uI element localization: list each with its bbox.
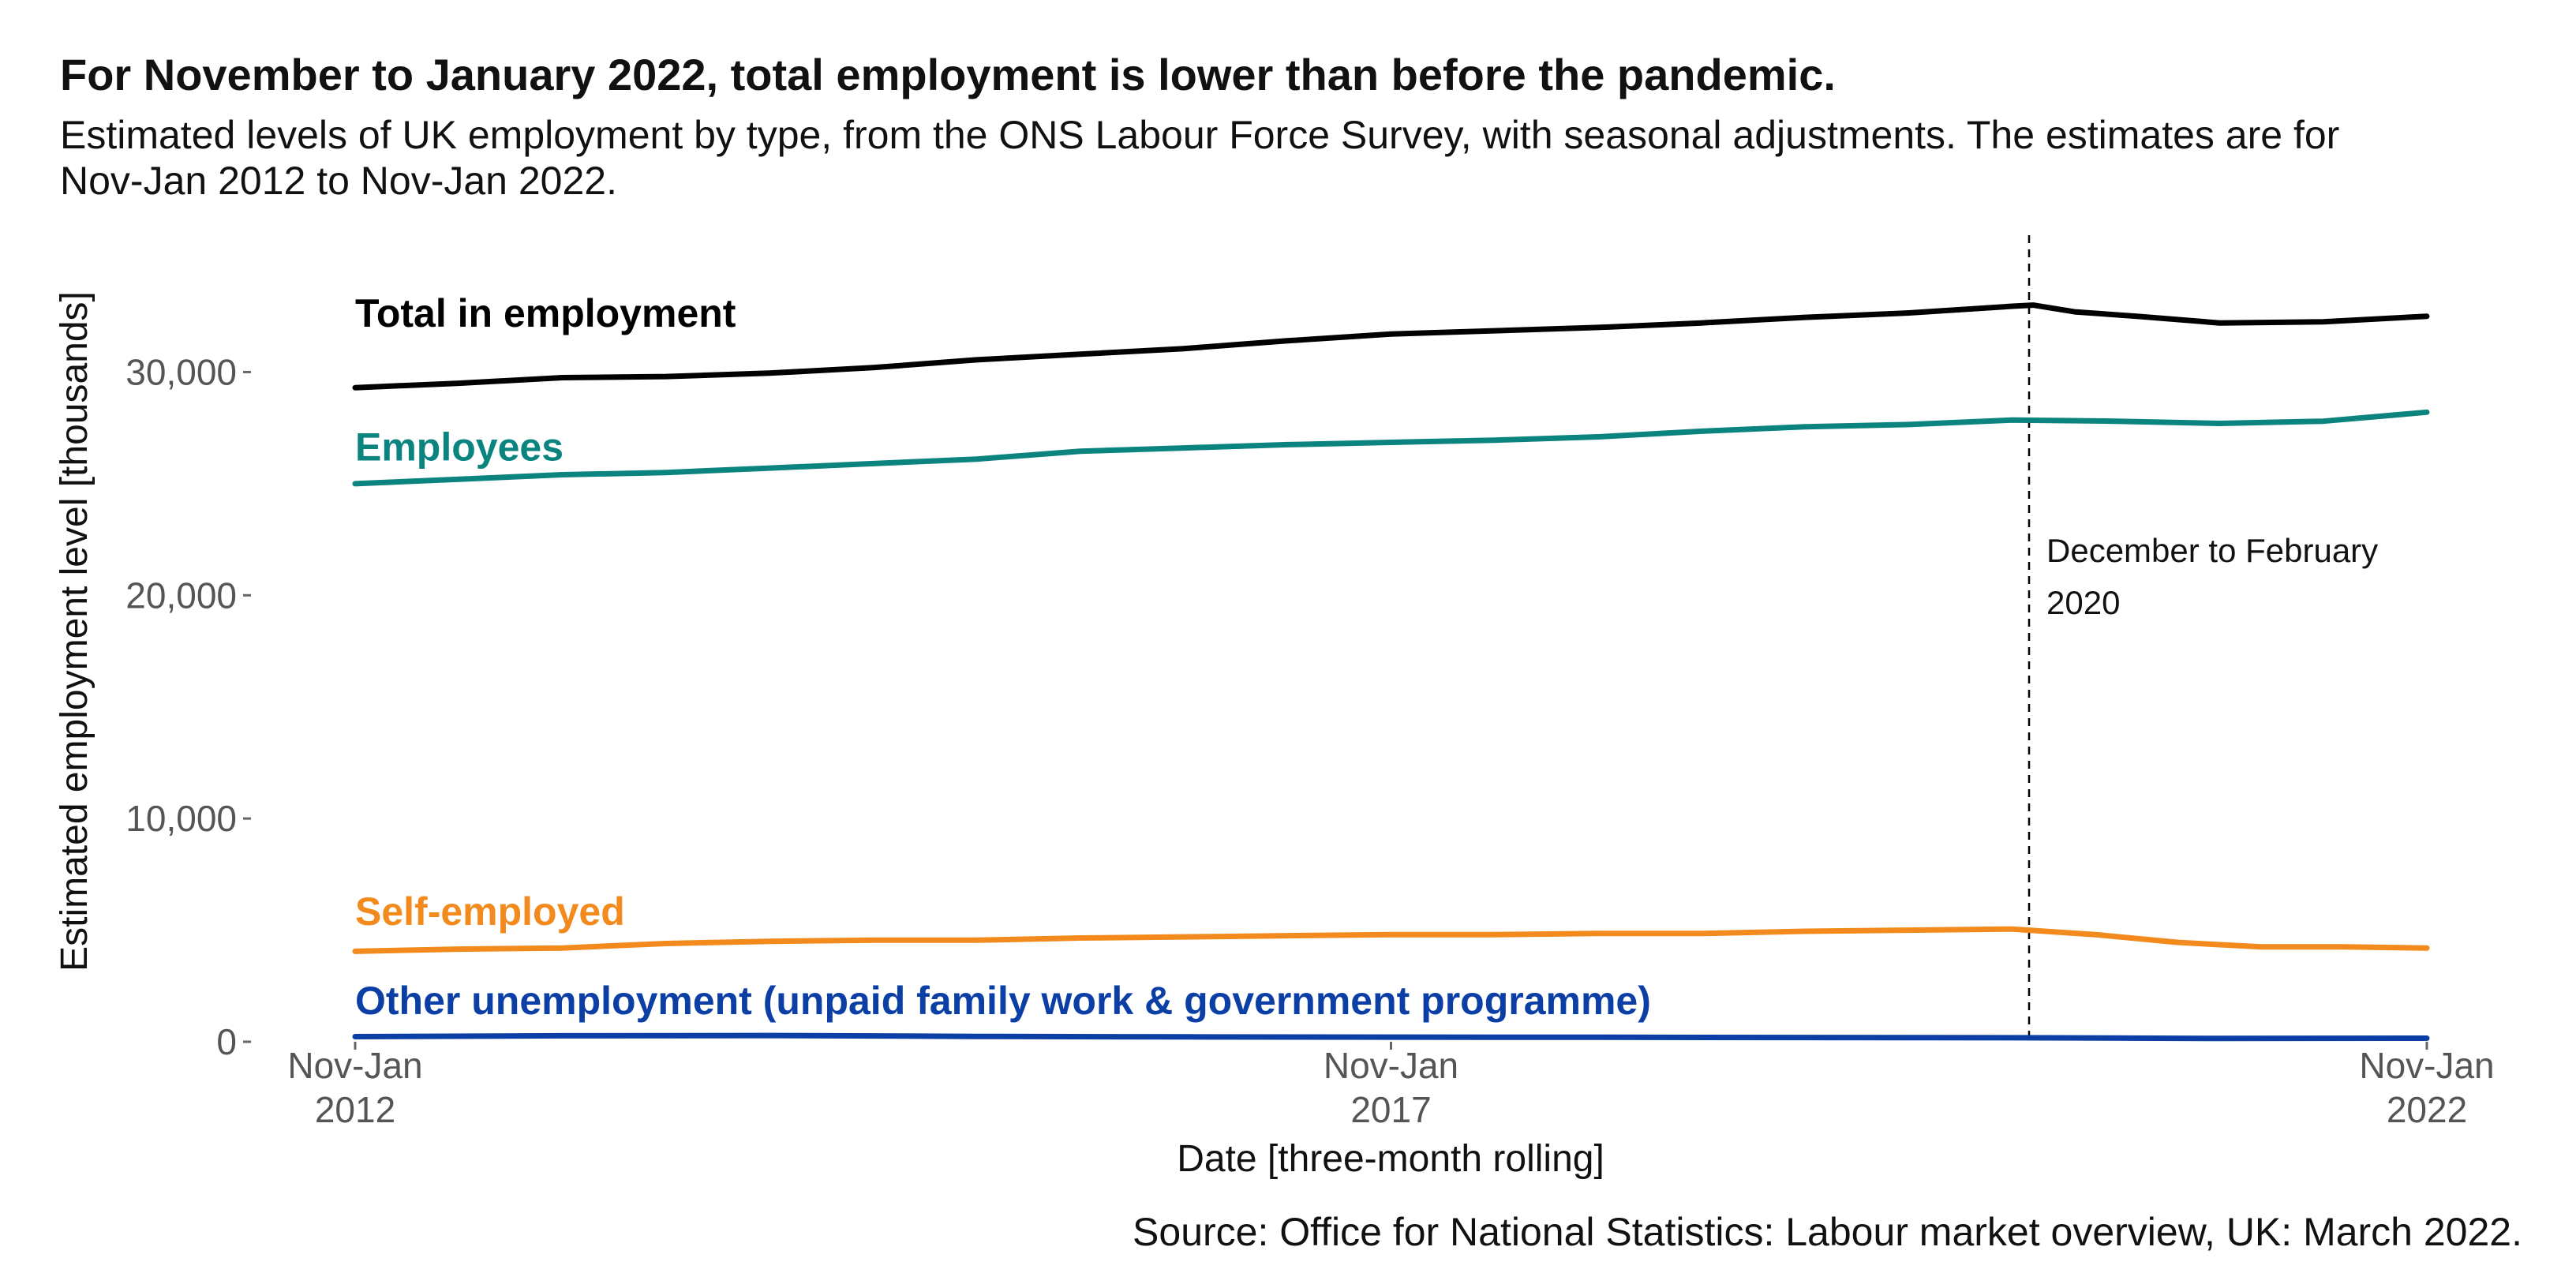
x-tick-label-line1: Nov-Jan xyxy=(1324,1045,1458,1086)
series-line-employees xyxy=(352,409,2430,487)
y-tick-label: 0 xyxy=(216,1021,237,1062)
y-axis-title: Estimated employment level [thousands] xyxy=(54,291,95,972)
x-tick-label-line2: 2017 xyxy=(1350,1089,1431,1130)
series-label: Employees xyxy=(355,425,564,470)
y-tick-label: 10,000 xyxy=(125,798,237,839)
x-axis-title: Date [three-month rolling] xyxy=(1177,1138,1604,1180)
series-labels: Total in employment Employees Self-employe… xyxy=(355,291,1651,1023)
chart-title: For November to January 2022, total empl… xyxy=(60,50,1836,99)
x-tick-label-line1: Nov-Jan xyxy=(287,1045,422,1086)
series-line-total-in-employment xyxy=(352,302,2430,391)
pandemic-annotation: December to February 2020 xyxy=(2027,235,2378,1042)
y-tick-label: 30,000 xyxy=(125,351,237,392)
x-tick-label-line1: Nov-Jan xyxy=(2359,1045,2494,1086)
annotation-label-line1: December to February xyxy=(2046,532,2378,569)
x-tick-label-line2: 2012 xyxy=(315,1089,395,1130)
series-label: Other unemployment (unpaid family work &… xyxy=(355,979,1651,1023)
axes: 010,00020,00030,000Nov-Jan2012Nov-Jan201… xyxy=(125,351,2494,1130)
x-tick-label-line2: 2022 xyxy=(2387,1089,2467,1130)
series-line-self-employed xyxy=(352,926,2430,954)
series xyxy=(352,302,2430,1042)
chart-subtitle: Estimated levels of UK employment by typ… xyxy=(60,113,2340,203)
y-tick-label: 20,000 xyxy=(125,575,237,616)
series-label: Total in employment xyxy=(355,291,736,335)
source-note: Source: Office for National Statistics: … xyxy=(1133,1210,2522,1254)
series-line-other-unemployment-unpaid-fami xyxy=(352,1032,2430,1042)
series-label: Self-employed xyxy=(355,889,625,934)
annotation-label-line2: 2020 xyxy=(2046,584,2120,621)
